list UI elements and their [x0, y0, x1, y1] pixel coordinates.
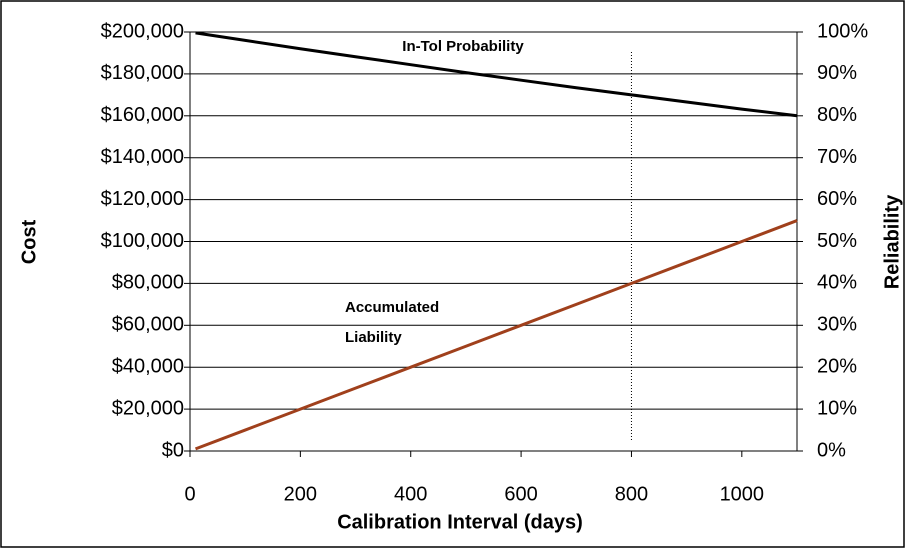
x-tick-label: 1000	[720, 483, 765, 505]
x-tick-label: 800	[615, 483, 648, 505]
y2-tick-label: 40%	[817, 272, 857, 294]
series-line	[195, 31, 798, 118]
y2-tick-label: 20%	[817, 355, 857, 377]
y2-tick-label: 30%	[817, 314, 857, 336]
x-tick-label: 400	[394, 483, 427, 505]
y-tick-label: $20,000	[112, 397, 184, 419]
y-tick-label: $180,000	[101, 62, 184, 84]
y-tick-label: $160,000	[101, 104, 184, 126]
y-tick-label: $40,000	[112, 355, 184, 377]
series-line	[194, 219, 798, 451]
y2-tick-label: 90%	[817, 62, 857, 84]
x-tick-label: 200	[284, 483, 317, 505]
x-tick-label: 0	[184, 483, 195, 505]
y-tick-label: $200,000	[101, 20, 184, 42]
series-label: Accumulated Liability	[345, 299, 439, 346]
y-tick-label: $60,000	[112, 314, 184, 336]
y-tick-label: $80,000	[112, 272, 184, 294]
y-tick-label: $0	[162, 439, 184, 461]
series-label: In-Tol Probability	[402, 38, 524, 55]
y2-tick-label: 60%	[817, 188, 857, 210]
y-axis-title: Cost	[18, 219, 40, 264]
y-tick-label: $140,000	[101, 146, 184, 168]
y-tick-label: $120,000	[101, 188, 184, 210]
x-axis-title: Calibration Interval (days)	[337, 511, 583, 533]
y2-tick-label: 100%	[817, 20, 868, 42]
y2-tick-label: 10%	[817, 397, 857, 419]
y2-axis-title: Reliability	[881, 194, 903, 289]
y2-tick-label: 0%	[817, 439, 846, 461]
y2-tick-label: 80%	[817, 104, 857, 126]
y-tick-label: $100,000	[101, 230, 184, 252]
y2-tick-label: 50%	[817, 230, 857, 252]
x-tick-label: 600	[504, 483, 537, 505]
y2-tick-label: 70%	[817, 146, 857, 168]
